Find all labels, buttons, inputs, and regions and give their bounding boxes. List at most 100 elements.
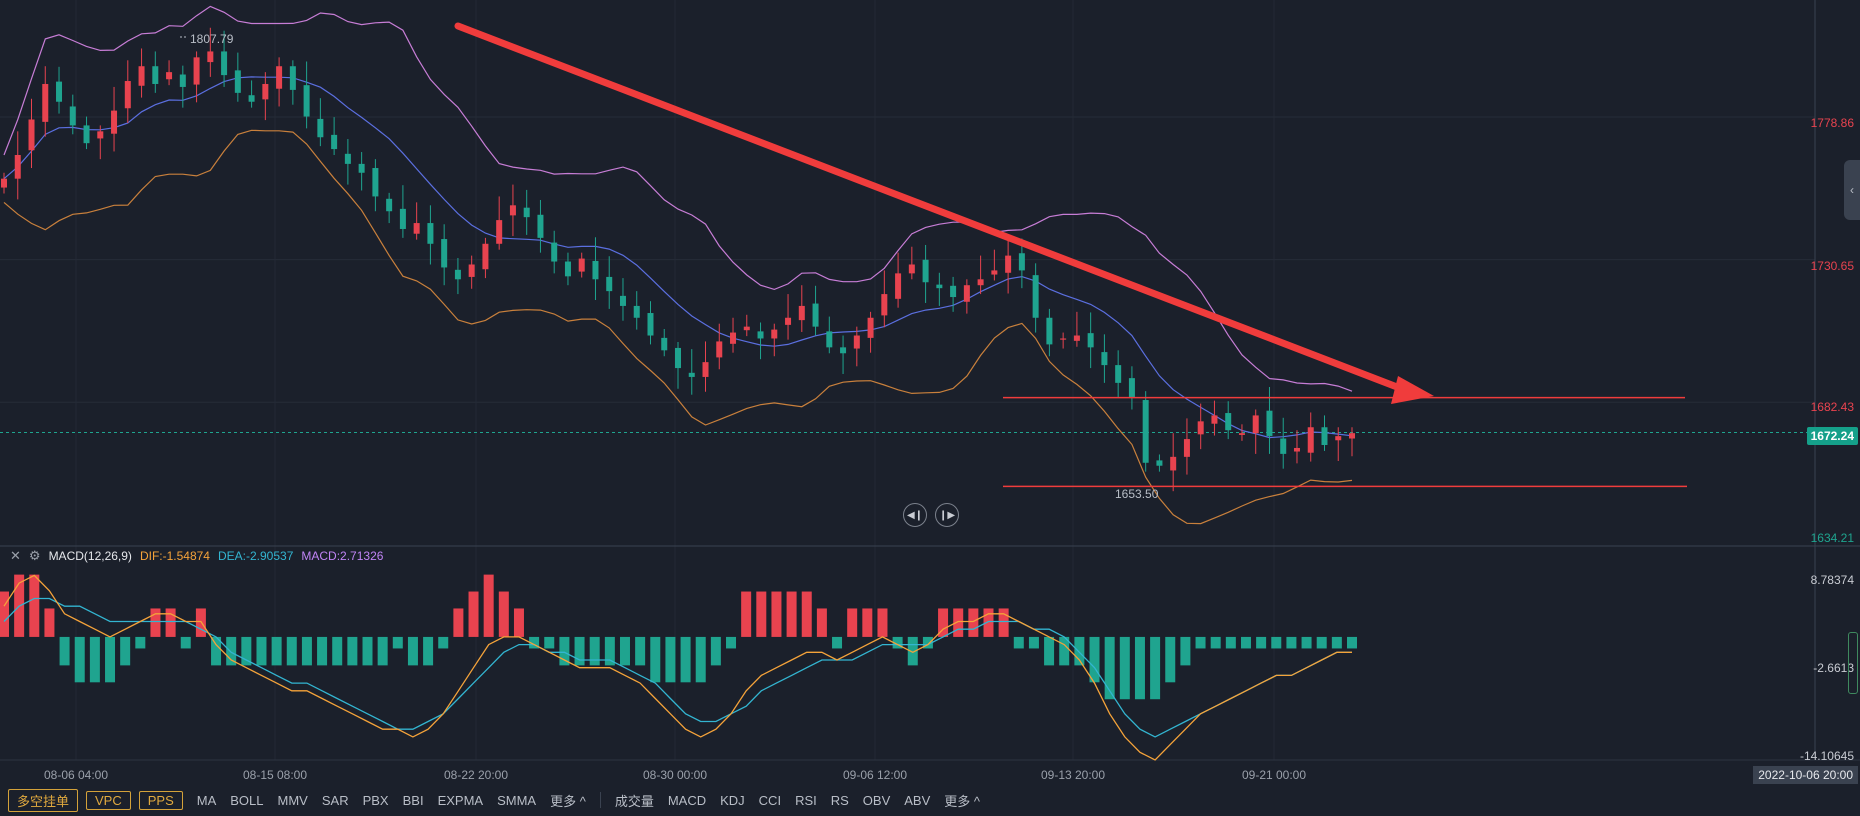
candle-body [840,347,847,354]
candle-body [1,178,7,188]
vpc-button[interactable]: VPC [86,790,131,810]
candle-body [1032,275,1039,318]
candle-body [702,362,709,377]
candle-body [1115,365,1122,383]
macd-histogram-bar [74,636,85,683]
indicator-obv[interactable]: OBV [862,792,891,808]
candle-body [757,331,764,339]
more-main-indicators[interactable]: 更多 ^ [550,793,586,809]
indicator-boll[interactable]: BOLL [230,792,264,808]
candle-body [386,198,393,212]
current-price-badge: 1672.24 [1806,427,1858,445]
macd-dea-line [3,597,1352,738]
low-label: 1653.50 [1115,487,1159,501]
pps-button[interactable]: PPS [138,790,183,810]
indicator-pbx[interactable]: PBX [362,792,389,808]
macd-histogram-bar [529,636,540,649]
candle-body [1128,378,1135,398]
macd-tick-2: -2.6613 [1813,661,1854,675]
indicator-abv[interactable]: ABV [904,792,931,808]
candle-body [688,372,695,377]
candle-body [303,85,310,117]
macd-histogram-bar [544,636,555,649]
candle-body [317,118,324,138]
candle-body [675,347,681,369]
time-tick: 09-21 00:00 [1241,768,1307,782]
macd-histogram-bar [892,636,903,649]
macd-histogram-bar [438,636,449,649]
orders-button[interactable]: 多空挂单 [8,788,79,812]
candle-body [276,66,283,89]
settings-icon[interactable]: ⚙ [28,548,41,563]
candle-body [427,223,434,244]
price-tick-2: 1730.65 [1810,259,1854,273]
macd-histogram-bar [983,608,994,637]
candle-body [936,284,943,289]
jump-to-end-button[interactable]: ❙▶ [935,503,959,527]
macd-histogram-bar [332,636,343,666]
macd-histogram-bar [271,636,282,666]
candle-body [523,207,530,218]
candle-body [908,264,915,274]
candle-body [537,214,544,238]
indicator-rsi[interactable]: RSI [795,792,817,808]
candle-body [785,317,792,325]
macd-histogram-bar [786,591,797,637]
candle-body [468,264,475,277]
macd-header: ✕ ⚙ MACD(12,26,9) DIF:-1.54874 DEA:-2.90… [10,548,383,564]
indicator-rs[interactable]: RS [830,792,849,808]
side-panel-toggle[interactable]: ‹ [1844,160,1860,220]
candle-body [1142,400,1149,463]
candle-body [950,285,957,298]
candle-body [578,258,585,272]
close-icon[interactable]: ✕ [10,548,21,563]
indicator-sar[interactable]: SAR [321,792,349,808]
candle-body [193,57,200,85]
candle-body [730,332,737,344]
indicator-volume[interactable]: 成交量 [614,793,654,809]
candle-body [1046,317,1053,345]
candle-body [14,155,21,179]
macd-histogram-bar [89,636,100,683]
candle-body [1183,439,1190,457]
macd-histogram-bar [1059,636,1070,666]
indicator-macd[interactable]: MACD [667,792,707,808]
indicator-kdj[interactable]: KDJ [720,792,745,808]
candle-body [344,153,351,164]
macd-scrollbar[interactable] [1848,632,1858,694]
candle-body [413,223,420,234]
candle-body [867,317,874,338]
macd-histogram-bar [1225,636,1236,649]
jump-to-start-button[interactable]: ◀❙ [903,503,927,527]
candle-body [56,81,63,102]
macd-histogram-bar [59,636,70,666]
macd-histogram-bar [1119,636,1130,700]
macd-histogram-bar [1180,636,1191,666]
candle-body [592,260,599,280]
macd-histogram-bar [1134,636,1145,700]
candle-body [441,239,448,268]
indicator-ma[interactable]: MA [196,792,217,808]
macd-histogram-bar [286,636,297,666]
candle-body [922,259,929,283]
price-tick-1: 1778.86 [1810,116,1854,130]
macd-histogram-bar [832,636,843,649]
candle-body [812,303,819,327]
indicator-cci[interactable]: CCI [758,792,782,808]
more-sub-indicators[interactable]: 更多 ^ [944,793,980,809]
candle-body [564,261,571,277]
time-tick: 08-22 20:00 [443,768,509,782]
indicator-bbi[interactable]: BBI [402,792,424,808]
macd-histogram-bar [1316,636,1327,649]
macd-histogram-bar [483,574,494,637]
indicator-smma[interactable]: SMMA [497,792,537,808]
macd-histogram-bar [1195,636,1206,649]
indicator-mmv[interactable]: MMV [277,792,308,808]
indicator-expma[interactable]: EXPMA [437,792,484,808]
candle-body [482,243,489,270]
boll-mid-line [3,76,1353,439]
candle-body [619,295,626,306]
candle-body [509,205,516,216]
macd-histogram-bar [377,636,388,666]
